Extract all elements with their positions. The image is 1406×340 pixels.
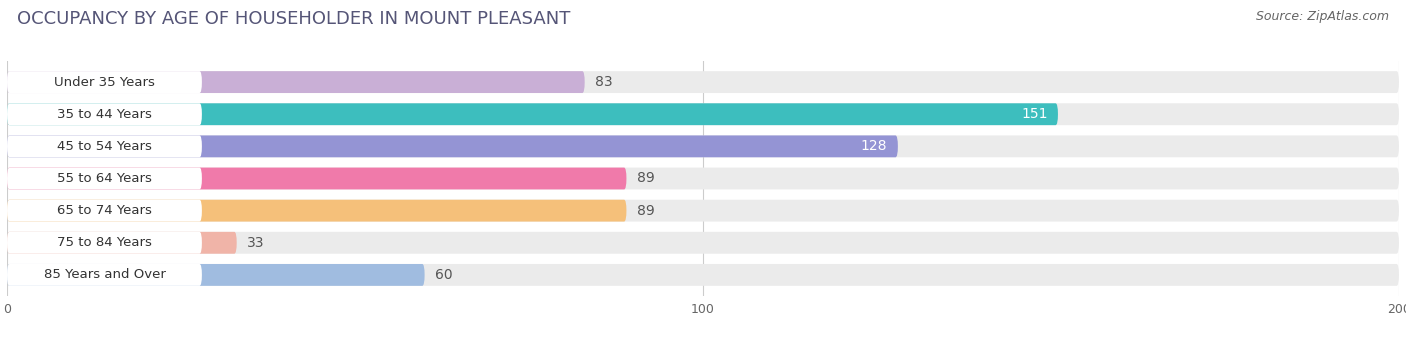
Text: 85 Years and Over: 85 Years and Over	[44, 268, 166, 282]
FancyBboxPatch shape	[7, 103, 1057, 125]
FancyBboxPatch shape	[7, 264, 425, 286]
FancyBboxPatch shape	[7, 200, 1399, 222]
FancyBboxPatch shape	[7, 71, 585, 93]
Text: 89: 89	[637, 204, 655, 218]
FancyBboxPatch shape	[7, 264, 202, 286]
Text: 128: 128	[860, 139, 887, 153]
Text: 33: 33	[247, 236, 264, 250]
FancyBboxPatch shape	[7, 135, 1399, 157]
FancyBboxPatch shape	[7, 232, 1399, 254]
Text: 89: 89	[637, 171, 655, 186]
Text: 151: 151	[1021, 107, 1047, 121]
FancyBboxPatch shape	[7, 135, 898, 157]
Text: 35 to 44 Years: 35 to 44 Years	[58, 108, 152, 121]
FancyBboxPatch shape	[7, 135, 202, 157]
FancyBboxPatch shape	[7, 71, 202, 93]
FancyBboxPatch shape	[7, 103, 202, 125]
Text: Under 35 Years: Under 35 Years	[53, 75, 155, 89]
FancyBboxPatch shape	[7, 232, 202, 254]
FancyBboxPatch shape	[7, 264, 1399, 286]
Text: 75 to 84 Years: 75 to 84 Years	[58, 236, 152, 249]
Text: 83: 83	[595, 75, 613, 89]
FancyBboxPatch shape	[7, 168, 202, 189]
FancyBboxPatch shape	[7, 232, 236, 254]
FancyBboxPatch shape	[7, 168, 627, 189]
Text: 55 to 64 Years: 55 to 64 Years	[58, 172, 152, 185]
Text: 65 to 74 Years: 65 to 74 Years	[58, 204, 152, 217]
FancyBboxPatch shape	[7, 200, 627, 222]
Text: 45 to 54 Years: 45 to 54 Years	[58, 140, 152, 153]
FancyBboxPatch shape	[7, 200, 202, 222]
FancyBboxPatch shape	[7, 103, 1399, 125]
Text: 60: 60	[434, 268, 453, 282]
FancyBboxPatch shape	[7, 168, 1399, 189]
Text: Source: ZipAtlas.com: Source: ZipAtlas.com	[1256, 10, 1389, 23]
FancyBboxPatch shape	[7, 71, 1399, 93]
Text: OCCUPANCY BY AGE OF HOUSEHOLDER IN MOUNT PLEASANT: OCCUPANCY BY AGE OF HOUSEHOLDER IN MOUNT…	[17, 10, 571, 28]
